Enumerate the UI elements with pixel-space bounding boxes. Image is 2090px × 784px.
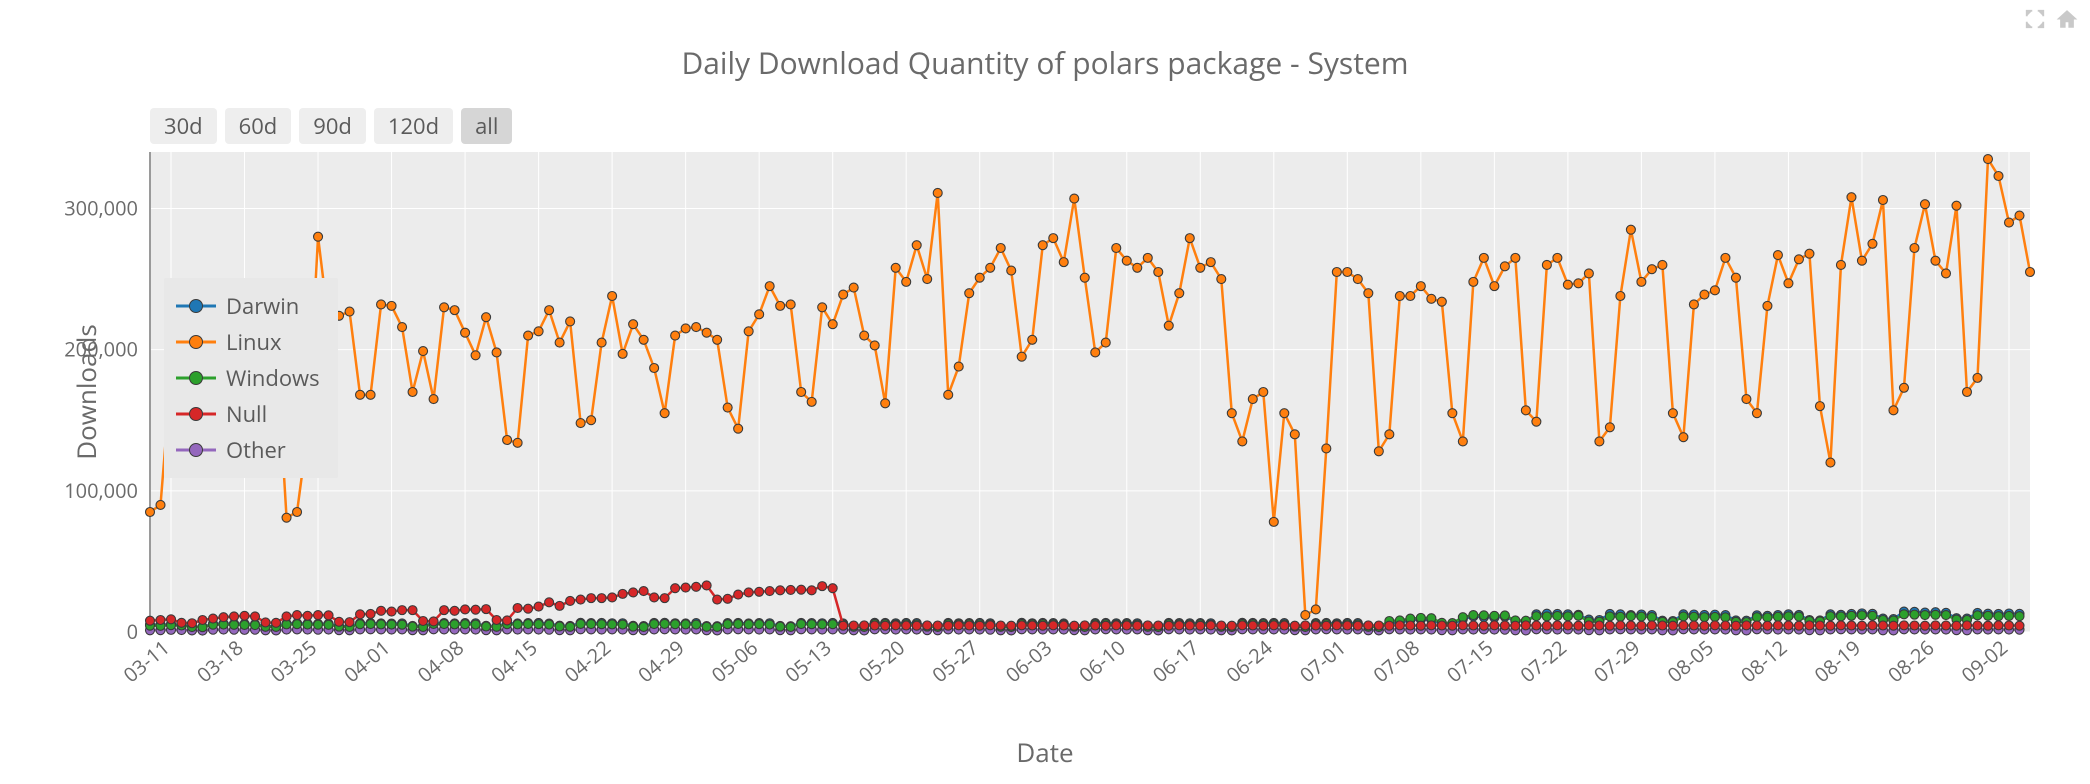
svg-text:05-20: 05-20 xyxy=(853,634,910,688)
svg-text:08-26: 08-26 xyxy=(1882,634,1939,688)
legend-label: Other xyxy=(226,435,286,465)
svg-text:06-24: 06-24 xyxy=(1220,634,1278,689)
svg-text:100,000: 100,000 xyxy=(64,477,138,504)
legend-label: Linux xyxy=(226,327,282,357)
svg-text:300,000: 300,000 xyxy=(64,194,138,221)
svg-text:08-19: 08-19 xyxy=(1808,634,1865,688)
svg-text:03-25: 03-25 xyxy=(265,634,322,688)
chart-container: Daily Download Quantity of polars packag… xyxy=(0,0,2090,784)
svg-text:07-01: 07-01 xyxy=(1294,634,1351,688)
legend-item-windows[interactable]: Windows xyxy=(176,360,320,396)
legend-swatch xyxy=(176,443,216,457)
legend-item-linux[interactable]: Linux xyxy=(176,324,320,360)
legend: Darwin Linux Windows Null Other xyxy=(164,278,338,478)
legend-label: Null xyxy=(226,399,267,429)
svg-text:04-29: 04-29 xyxy=(632,634,689,688)
svg-text:200,000: 200,000 xyxy=(64,336,138,363)
svg-text:04-01: 04-01 xyxy=(338,634,395,688)
legend-label: Darwin xyxy=(226,291,299,321)
svg-text:04-22: 04-22 xyxy=(559,634,616,688)
svg-text:07-08: 07-08 xyxy=(1367,634,1424,688)
legend-item-darwin[interactable]: Darwin xyxy=(176,288,320,324)
legend-swatch xyxy=(176,299,216,313)
svg-text:07-29: 07-29 xyxy=(1588,634,1645,688)
legend-item-other[interactable]: Other xyxy=(176,432,320,468)
svg-text:03-18: 03-18 xyxy=(191,634,248,688)
legend-label: Windows xyxy=(226,363,320,393)
svg-text:06-17: 06-17 xyxy=(1147,634,1204,688)
legend-swatch xyxy=(176,407,216,421)
legend-swatch xyxy=(176,371,216,385)
svg-text:06-10: 06-10 xyxy=(1073,634,1130,688)
svg-text:0: 0 xyxy=(127,618,138,645)
svg-text:04-15: 04-15 xyxy=(485,634,542,688)
svg-text:08-05: 08-05 xyxy=(1661,634,1718,688)
svg-text:05-27: 05-27 xyxy=(926,634,983,688)
svg-text:09-02: 09-02 xyxy=(1956,634,2013,688)
svg-text:04-08: 04-08 xyxy=(412,634,469,688)
svg-text:07-15: 07-15 xyxy=(1441,634,1498,688)
svg-text:08-12: 08-12 xyxy=(1735,634,1792,688)
legend-item-null[interactable]: Null xyxy=(176,396,320,432)
legend-swatch xyxy=(176,335,216,349)
svg-text:05-13: 05-13 xyxy=(779,634,836,688)
svg-text:07-22: 07-22 xyxy=(1514,634,1571,688)
svg-text:05-06: 05-06 xyxy=(706,634,763,688)
svg-text:06-03: 06-03 xyxy=(1000,634,1057,688)
